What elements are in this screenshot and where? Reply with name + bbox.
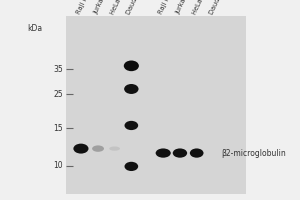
Ellipse shape — [173, 148, 187, 158]
Text: Daudi red.: Daudi red. — [126, 0, 146, 15]
Ellipse shape — [156, 148, 171, 158]
Ellipse shape — [92, 145, 104, 152]
Text: kDa: kDa — [27, 24, 42, 33]
Text: Daudi non-red.: Daudi non-red. — [208, 0, 235, 15]
Text: HeLa non-red.: HeLa non-red. — [191, 0, 217, 15]
Text: Raji non-red.: Raji non-red. — [158, 0, 181, 15]
Ellipse shape — [124, 60, 139, 71]
Text: Jurkat non-red.: Jurkat non-red. — [175, 0, 201, 15]
Ellipse shape — [124, 121, 138, 130]
Text: 25: 25 — [53, 90, 63, 99]
Bar — [66, 16, 246, 194]
Text: HeLa red.: HeLa red. — [109, 0, 128, 15]
Text: Raji red.: Raji red. — [76, 0, 93, 15]
Ellipse shape — [109, 146, 120, 151]
Ellipse shape — [190, 148, 203, 158]
Ellipse shape — [124, 162, 138, 171]
Ellipse shape — [124, 84, 139, 94]
Text: β2-microglobulin: β2-microglobulin — [221, 149, 286, 158]
Text: 35: 35 — [53, 65, 63, 74]
Text: 10: 10 — [53, 161, 63, 170]
Text: 15: 15 — [53, 124, 63, 133]
Ellipse shape — [74, 144, 88, 154]
Text: Jurkat red.: Jurkat red. — [93, 0, 112, 15]
